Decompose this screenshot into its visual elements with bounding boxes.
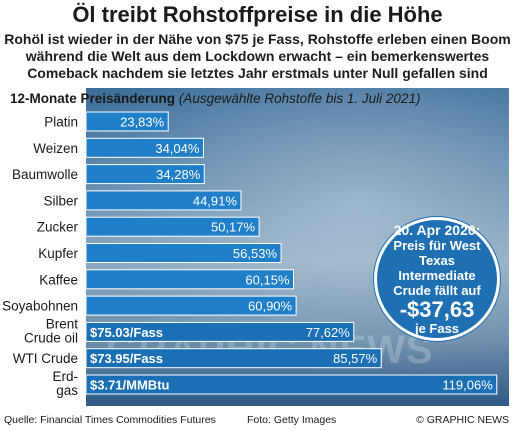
category-label: Erd- — [52, 369, 78, 384]
value-label: 60,90% — [248, 299, 293, 314]
chart-header: 12-Monate Preisänderung (Ausgewählte Roh… — [10, 91, 420, 107]
source-note: Quelle: Financial Times Commodities Futu… — [4, 414, 216, 426]
category-label: Kaffee — [39, 272, 78, 287]
bar — [85, 111, 169, 132]
category-label: gas — [56, 383, 78, 398]
callout-date: 20. Apr 2020: — [393, 222, 481, 238]
value-label: 34,28% — [156, 167, 201, 182]
value-label: 56,53% — [233, 246, 278, 261]
category-label: Brent — [46, 316, 79, 331]
bar — [85, 164, 205, 185]
page-subtitle: Rohöl ist wieder in der Nähe von $75 je … — [4, 31, 511, 81]
copyright: © GRAPHIC NEWS — [416, 414, 509, 426]
value-label: 50,17% — [211, 220, 256, 235]
bar — [85, 243, 282, 263]
bar — [85, 269, 295, 290]
callout-text: Preis für West Texas Intermediate Crude … — [393, 238, 481, 298]
value-label: 77,62% — [306, 325, 351, 340]
value-label: 34,04% — [155, 141, 200, 156]
bar — [85, 216, 260, 237]
category-label: Platin — [44, 115, 78, 130]
value-label: 60,15% — [245, 272, 290, 287]
value-label: 23,83% — [120, 115, 165, 130]
category-label: Baumwolle — [12, 167, 78, 182]
category-label-column — [6, 88, 86, 406]
bar — [85, 321, 355, 342]
category-label: Weizen — [33, 141, 78, 156]
photo-credit: Foto: Getty Images — [247, 414, 337, 426]
wti-callout: 20. Apr 2020: Preis für West Texas Inter… — [374, 217, 500, 341]
callout-unit: je Fass — [414, 321, 460, 336]
category-label: Kupfer — [38, 246, 78, 261]
category-label: Silber — [43, 193, 78, 208]
category-label: Crude oil — [24, 330, 78, 345]
chart-subtitle: (Ausgewählte Rohstoffe bis 1. Juli 2021) — [178, 91, 421, 106]
bar — [85, 348, 382, 369]
bar — [85, 295, 297, 316]
chart-title: 12-Monate Preisänderung — [10, 91, 176, 106]
category-label: Soyabohnen — [2, 299, 78, 314]
callout-value: -$37,63 — [399, 297, 475, 322]
category-label: WTI Crude — [13, 351, 78, 366]
price-label: $3.71/MMBtu — [90, 378, 170, 393]
category-label: Zucker — [37, 220, 79, 235]
bar — [85, 137, 204, 158]
value-label: 44,91% — [193, 193, 238, 208]
price-label: $75.03/Fass — [90, 325, 163, 340]
value-label: 85,57% — [333, 351, 378, 366]
bar — [85, 190, 242, 211]
value-label: 119,06% — [442, 378, 493, 393]
footer: Quelle: Financial Times Commodities Futu… — [0, 411, 515, 431]
page-title: Öl treibt Rohstoffpreise in die Höhe — [72, 2, 443, 27]
bar — [85, 374, 498, 395]
price-label: $73.95/Fass — [90, 351, 163, 366]
